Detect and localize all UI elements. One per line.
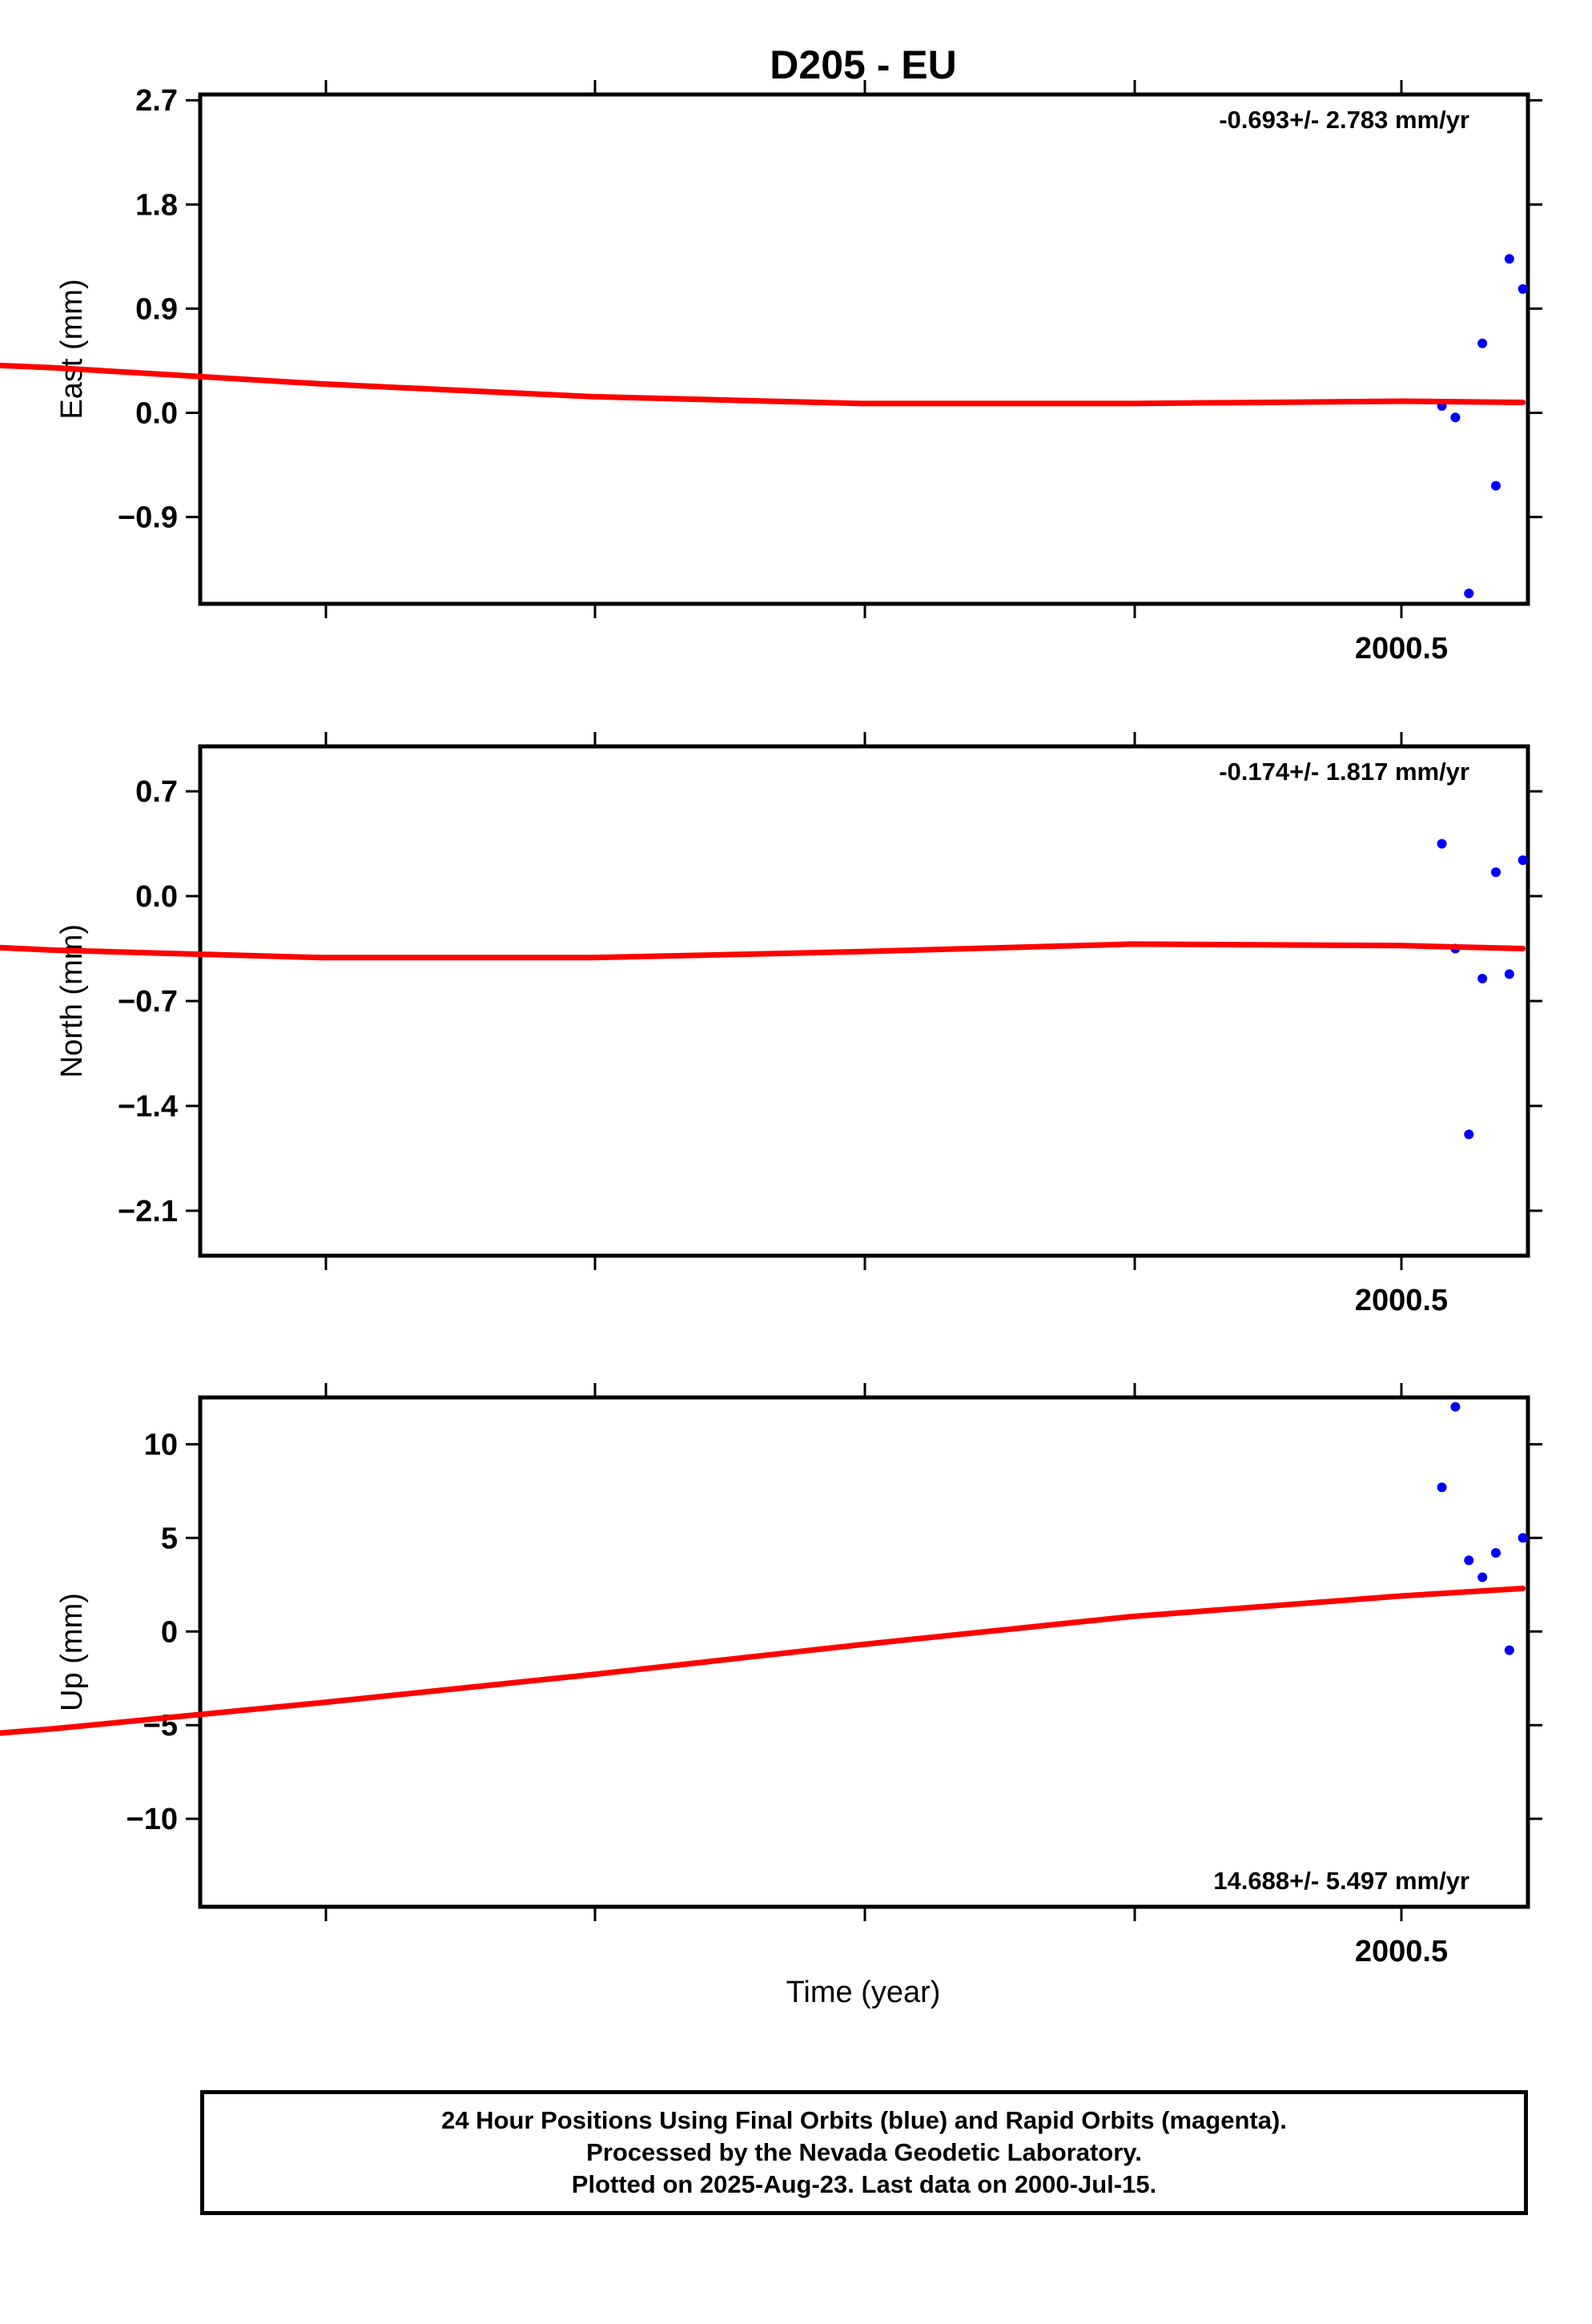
data-point — [1437, 838, 1447, 849]
data-point — [1464, 588, 1474, 598]
data-point — [1450, 412, 1461, 423]
y-tick-label: −2.1 — [118, 1195, 178, 1228]
data-point — [1490, 867, 1501, 878]
y-tick-label: 10 — [144, 1428, 178, 1462]
plot-frame-up — [198, 1395, 1530, 1909]
data-point — [1490, 480, 1501, 491]
data-point — [1477, 1572, 1488, 1582]
y-tick-label: 0 — [161, 1615, 178, 1649]
data-point — [1477, 973, 1488, 983]
data-point — [1437, 1482, 1447, 1493]
y-axis-label-east: East (mm) — [55, 279, 89, 419]
data-point — [1504, 969, 1514, 979]
y-tick-label: 0.0 — [135, 397, 178, 431]
data-point — [1464, 1129, 1474, 1140]
chart-title: D205 - EU — [770, 42, 956, 87]
y-tick-label: 0.7 — [135, 775, 178, 809]
data-point — [1504, 254, 1514, 264]
footer-line-dates: Plotted on 2025-Aug-23. Last data on 200… — [571, 2170, 1157, 2198]
x-axis-label: Time (year) — [786, 1976, 941, 2009]
panels: 2.7 1.8 0.9 0.0 −0.9 2000.5 East (mm) -0.693+/-… — [0, 80, 1542, 1968]
data-point — [1504, 1645, 1514, 1655]
x-tick-label: 2000.5 — [1355, 632, 1448, 665]
y-tick-label: −0.7 — [118, 985, 178, 1019]
rate-label-up: 14.688+/- 5.497 mm/yr — [1213, 1867, 1469, 1895]
rate-label-east: -0.693+/- 2.783 mm/yr — [1219, 106, 1469, 134]
data-point — [1518, 855, 1528, 866]
data-point — [1464, 1555, 1474, 1566]
y-tick-label: −10 — [127, 1803, 178, 1836]
plot-frame-north — [198, 744, 1530, 1258]
x-tick-label: 2000.5 — [1355, 1935, 1448, 1968]
y-tick-label: 0.0 — [135, 880, 178, 914]
data-point — [1518, 283, 1528, 294]
data-point — [1490, 1548, 1501, 1558]
trend-line-north — [0, 941, 1526, 961]
rate-label-north: -0.174+/- 1.817 mm/yr — [1219, 758, 1469, 786]
panel-up: 10 5 0 −5 −10 2000.5 Up (mm) 14.688+/- 5.497 mm… — [0, 1383, 1542, 1968]
data-point — [1477, 338, 1488, 348]
y-axis-label-north: North (mm) — [55, 924, 89, 1078]
panel-east: 2.7 1.8 0.9 0.0 −0.9 2000.5 East (mm) -0.693+/-… — [0, 80, 1542, 665]
y-tick-label: 2.7 — [135, 84, 178, 118]
y-tick-label: 1.8 — [135, 188, 178, 222]
y-axis-label-up: Up (mm) — [55, 1593, 89, 1711]
footer-info-box: 24 Hour Positions Using Final Orbits (bl… — [200, 2090, 1528, 2215]
y-tick-label: −1.4 — [118, 1090, 178, 1124]
footer-line-orbits: 24 Hour Positions Using Final Orbits (bl… — [441, 2106, 1287, 2134]
y-tick-label: 0.9 — [135, 292, 178, 326]
y-tick-label: 5 — [161, 1522, 178, 1555]
y-tick-label: −5 — [143, 1709, 178, 1743]
trend-line-up — [0, 1586, 1526, 1736]
data-point — [1450, 1401, 1461, 1412]
data-point — [1518, 1533, 1528, 1543]
trend-line-east — [0, 362, 1526, 407]
footer-line-processor: Processed by the Nevada Geodetic Laborat… — [586, 2138, 1142, 2166]
plot-frame-east — [198, 92, 1530, 606]
y-tick-label: −0.9 — [118, 501, 178, 535]
panel-north: 0.7 0.0 −0.7 −1.4 −2.1 2000.5 North (mm) -0.174… — [0, 732, 1542, 1317]
x-tick-label: 2000.5 — [1355, 1284, 1448, 1317]
